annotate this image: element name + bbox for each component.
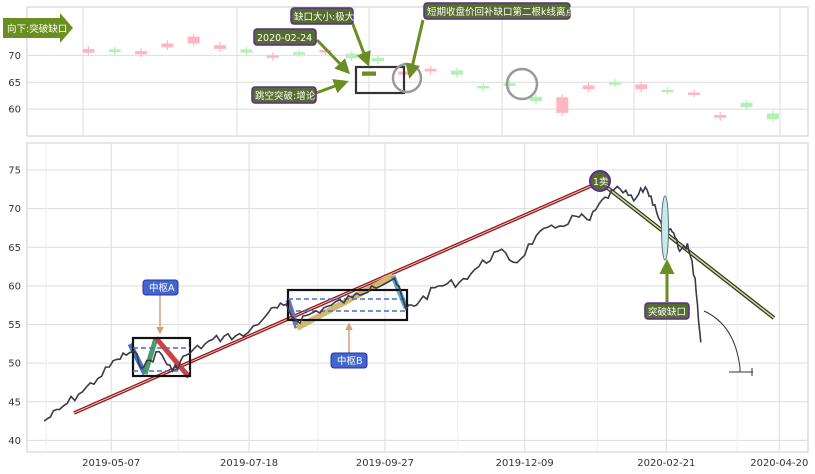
- svg-text:短期收盘价回补缺口第二根k线离点: 短期收盘价回补缺口第二根k线离点: [427, 6, 576, 18]
- candle-body: [582, 85, 595, 90]
- svg-text:向下:突破缺口: 向下:突破缺口: [7, 23, 67, 35]
- svg-text:跳空突破:增论: 跳空突破:增论: [255, 90, 316, 102]
- candle-body: [450, 70, 463, 75]
- candle-body: [82, 48, 95, 53]
- candle-body: [556, 97, 569, 113]
- breakout-gap-ellipse: [661, 195, 669, 261]
- candle-body: [635, 84, 648, 90]
- bottom-y-tick-label: 50: [8, 359, 21, 370]
- bottom-y-tick-label: 60: [8, 281, 21, 292]
- gap-candle-highlight: [362, 71, 376, 76]
- candle-body: [161, 43, 174, 48]
- top-panel-frame: [26, 6, 809, 137]
- ann-arrow-gap-size: [350, 21, 371, 67]
- bottom-y-tick-label: 45: [8, 397, 21, 408]
- bottom-x-tick-label: 2019-07-18: [220, 458, 278, 469]
- candle-body: [240, 49, 253, 53]
- candle-body: [503, 83, 516, 86]
- bottom-panel-grid: [27, 143, 808, 452]
- svg-text:中枢B: 中枢B: [337, 355, 363, 367]
- bottom-x-tick-label: 2019-05-07: [82, 458, 140, 469]
- candle-body: [266, 55, 279, 58]
- candle-body: [214, 45, 227, 49]
- bottom-panel-frame: [26, 142, 809, 453]
- candle-body: [766, 113, 779, 120]
- bottom-y-tick-label: 40: [8, 436, 21, 447]
- bottom-x-tick-label: 2019-09-27: [356, 458, 414, 469]
- ann-arrow-breakout: [315, 79, 349, 95]
- svg-text:1卖: 1卖: [593, 177, 609, 188]
- tag-gap-size: 缺口大小:极大: [290, 7, 355, 25]
- svg-text:缺口大小:极大: 缺口大小:极大: [294, 11, 355, 23]
- zhongshu-b-box: [286, 288, 409, 322]
- candle-body: [740, 102, 753, 107]
- breakout-gap-label: 突破缺口: [644, 302, 690, 320]
- candle-body: [345, 53, 358, 59]
- bottom-y-tick-label: 70: [8, 204, 21, 215]
- downtrend-line-hl: [599, 181, 775, 319]
- candle-body: [135, 51, 148, 55]
- uptrend-line-hl: [73, 181, 601, 414]
- bottom-x-tick-label: 2019-12-09: [496, 458, 554, 469]
- top-y-tick-label: 60: [8, 105, 21, 116]
- candle-body: [608, 82, 621, 85]
- zhongshu-b-label: 中枢B: [330, 352, 368, 369]
- price-line: [43, 185, 702, 422]
- top-panel-y-ticks: 60 65 70: [8, 51, 21, 116]
- bottom-x-tick-label: 2020-04-20: [750, 458, 808, 469]
- tag-gap-fill: 短期收盘价回补缺口第二根k线离点: [423, 2, 576, 20]
- bottom-panel-x-ticks: 2019-05-07 2019-07-18 2019-09-27 2019-12-09…: [82, 458, 808, 469]
- svg-text:中枢A: 中枢A: [149, 282, 175, 294]
- bottom-x-tick-label: 2020-02-21: [637, 458, 695, 469]
- svg-text:突破缺口: 突破缺口: [648, 306, 686, 318]
- candle-body: [108, 49, 121, 53]
- tag-down-breakout-gap: 向下:突破缺口: [3, 13, 73, 43]
- tag-date: 2020-02-24: [253, 28, 317, 46]
- top-panel-grid: [27, 7, 808, 136]
- bottom-y-tick-label: 75: [8, 166, 21, 177]
- ann-arrow-date: [315, 38, 351, 75]
- first-sell-marker: 1卖: [589, 170, 611, 192]
- bottom-y-tick-label: 55: [8, 320, 21, 331]
- top-y-tick-label: 65: [8, 78, 21, 89]
- zhongshu-a-label: 中枢A: [142, 279, 179, 296]
- projection-arc: [703, 310, 741, 372]
- candle-body: [661, 89, 674, 93]
- candle-body: [714, 115, 727, 118]
- gap-fill-circle-2: [505, 67, 539, 101]
- tag-breakout-note: 跳空突破:增论: [251, 86, 317, 104]
- zhongshu-a-box: [131, 336, 192, 378]
- candle-body: [319, 50, 332, 53]
- candle-body: [477, 86, 490, 89]
- top-y-tick-label: 70: [8, 51, 21, 62]
- ann-arrow-gap-fill: [405, 19, 425, 79]
- svg-text:2020-02-24: 2020-02-24: [257, 33, 312, 44]
- candle-body: [424, 68, 437, 72]
- gap-box: [354, 65, 406, 95]
- bottom-y-tick-label: 65: [8, 243, 21, 254]
- candle-body: [687, 92, 700, 95]
- candle-body: [187, 36, 200, 44]
- bottom-panel-y-ticks: 40 45 50 55 60 65 70 75: [8, 166, 21, 447]
- candle-body: [529, 96, 542, 102]
- candle-body: [372, 58, 385, 62]
- candle-body: [293, 52, 306, 55]
